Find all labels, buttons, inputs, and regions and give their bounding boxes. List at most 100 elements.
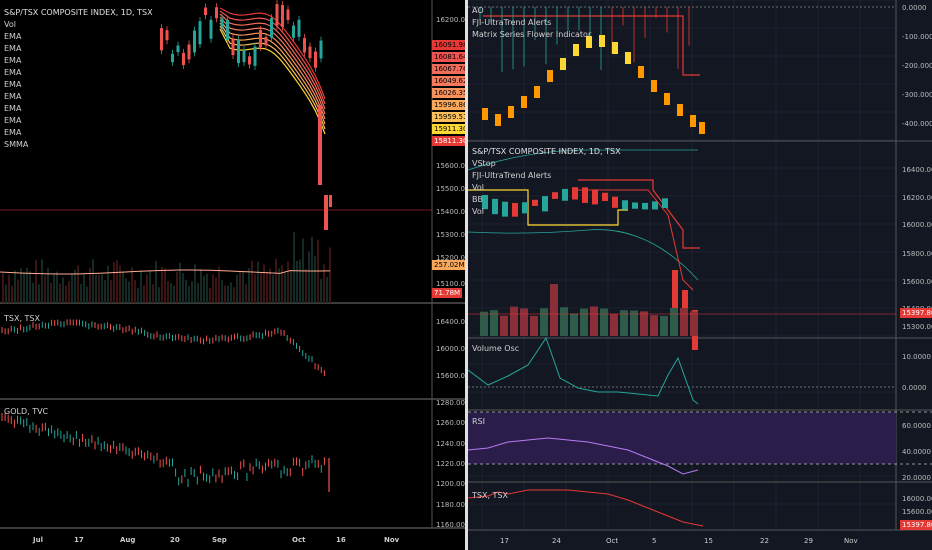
volume-bar (95, 274, 97, 303)
volume-bar (131, 267, 133, 303)
volume-bar (215, 277, 217, 303)
candle-body (242, 50, 246, 63)
volume-bar (191, 281, 193, 303)
legend-item: EMA (4, 116, 22, 125)
volume-bar (83, 274, 85, 303)
ao-bar (625, 52, 631, 64)
right-candle (482, 195, 488, 210)
ultratrend-main-line-2 (578, 189, 694, 291)
volume-bar (233, 287, 235, 303)
ema-line (219, 25, 326, 130)
left-x-tick: 17 (74, 536, 84, 544)
volume-bar (278, 268, 280, 303)
candle-body (270, 18, 273, 38)
volume-bar (20, 268, 22, 303)
volume-bar (200, 269, 202, 303)
left-y-tick: 15400.00 (436, 208, 465, 216)
candle-body (193, 30, 196, 53)
left-x-tick: Jul (33, 536, 43, 544)
right-chart-panel[interactable]: AO FJI-UltraTrend Alerts Matrix Series F… (468, 0, 932, 550)
right-main-last-price-tag: 15397.80 (900, 308, 932, 318)
right-main-y-tick: 15800.00 (902, 250, 932, 258)
right-main-legend-2: FJI-UltraTrend Alerts (472, 171, 552, 180)
candle-body (329, 195, 332, 207)
right-candle (522, 202, 528, 214)
price-tag: 16067.76 (432, 64, 465, 74)
left-x-tick: 20 (170, 536, 180, 544)
volume-bar (305, 268, 307, 303)
right-main-y-tick: 16000.00 (902, 221, 932, 229)
left-chart-canvas[interactable] (0, 0, 465, 550)
ao-bar (521, 96, 527, 108)
price-tag: 15959.51 (432, 112, 465, 122)
left-x-tick: 16 (336, 536, 346, 544)
left-y-tick: 16200.00 (436, 16, 465, 24)
right-volume-bar (650, 315, 658, 336)
candle-body (292, 25, 295, 38)
volume-bar (152, 284, 154, 303)
candle-body (319, 40, 323, 59)
right-candle (592, 189, 598, 205)
right-candle (582, 187, 588, 203)
candle-body (237, 39, 240, 64)
right-chart-canvas[interactable] (468, 0, 932, 550)
right-volume-bar (490, 310, 498, 336)
legend-item: EMA (4, 92, 22, 101)
right-x-tick: 5 (652, 537, 657, 545)
vosc-y-tick: 10.0000 (902, 353, 931, 361)
volume-bar (140, 270, 142, 303)
candle-body (248, 56, 251, 65)
left-gold-title: GOLD, TVC (4, 407, 49, 416)
right-volume-bar (480, 311, 488, 336)
volume-bar (38, 284, 40, 303)
volume-bar (197, 283, 199, 303)
volume-bar (119, 265, 121, 303)
volume-bar (323, 264, 325, 303)
volume-bar (293, 231, 295, 303)
volume-bar (5, 284, 7, 303)
ema-line (219, 19, 326, 120)
candle-body (264, 36, 268, 46)
volume-bar (17, 279, 19, 303)
right-main-y-tick: 16200.00 (902, 194, 932, 202)
right-ao-title: AO (472, 6, 484, 15)
candle-body (226, 19, 229, 41)
volume-bar (269, 268, 271, 303)
ema-line (219, 13, 326, 110)
ema-line (219, 28, 326, 135)
legend-item: EMA (4, 80, 22, 89)
right-candle (512, 202, 518, 217)
volume-bar (26, 267, 28, 303)
candle-body (187, 44, 191, 60)
volume-bar (50, 282, 52, 303)
vosc-line (468, 336, 699, 405)
panel-divider[interactable] (465, 0, 468, 550)
gold-y-tick: 1260.00 (436, 419, 465, 427)
right-tsx-y-tick: 16000.00 (902, 495, 932, 503)
legend-item: SMMA (4, 140, 29, 149)
volume-bar (110, 279, 112, 303)
right-volume-bar (690, 311, 698, 336)
ao-y-tick: -100.0000 (902, 33, 932, 41)
right-ao-legend-2: Matrix Series Flower Indicator (472, 30, 592, 39)
ao-bar (482, 108, 488, 120)
volume-bar (308, 251, 310, 303)
volume-bar (239, 271, 241, 303)
rsi-band (468, 412, 896, 464)
volume-bar (173, 285, 175, 303)
volume-bar (14, 270, 16, 303)
price-tag: 16081.64 (432, 52, 465, 62)
ao-bar (612, 42, 618, 54)
volume-bar (149, 270, 151, 303)
tsx-y-tick: 16000.00 (436, 345, 465, 353)
ao-bar (495, 114, 501, 126)
right-volume-bar (610, 313, 618, 336)
right-volume-bar (670, 307, 678, 336)
right-volume-bar (550, 284, 558, 336)
left-chart-panel[interactable]: S&P/TSX COMPOSITE INDEX, 1D, TSX Vol EMA E… (0, 0, 465, 550)
volume-bar (29, 271, 31, 303)
volume-bar (185, 279, 187, 303)
volume-bar (164, 268, 166, 303)
candle-body (259, 29, 262, 47)
candle-body (253, 46, 257, 66)
